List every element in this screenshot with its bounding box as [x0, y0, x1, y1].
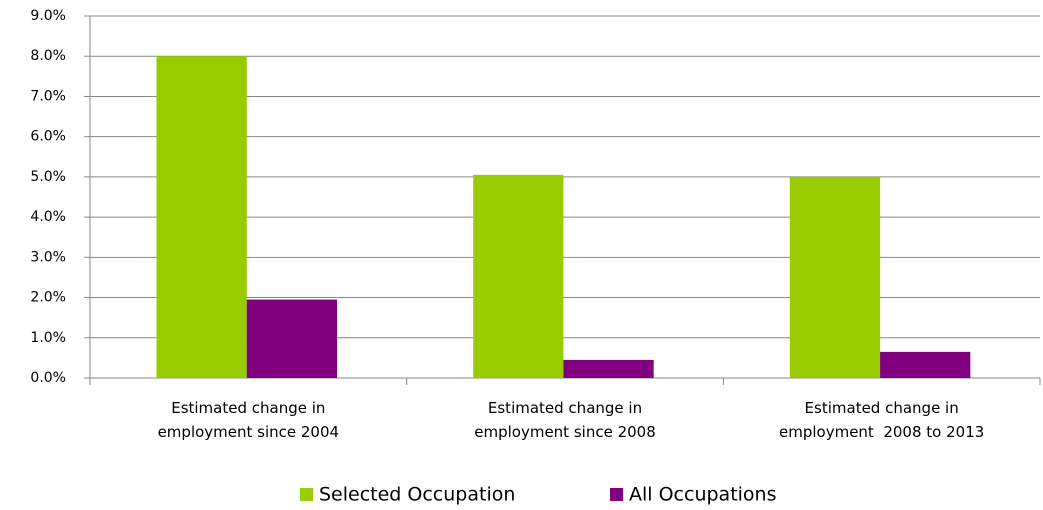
bar [246, 299, 337, 378]
y-tick-label: 6.0% [30, 129, 66, 145]
bar [563, 359, 654, 378]
legend-label: All Occupations [629, 484, 776, 506]
y-tick-label: 0.0% [30, 370, 66, 386]
x-tick-label: Estimated change in employment 2008 to 2… [779, 399, 985, 441]
bar [473, 174, 564, 378]
y-tick-label: 7.0% [30, 88, 66, 104]
y-tick-label: 8.0% [30, 48, 66, 64]
y-tick-label: 2.0% [30, 290, 66, 306]
y-tick-label: 9.0% [30, 8, 66, 24]
y-tick-label: 3.0% [30, 249, 66, 265]
y-tick-label: 5.0% [30, 169, 66, 185]
legend-label: Selected Occupation [319, 484, 515, 506]
x-tick-label: Estimated change in employment since 200… [474, 399, 656, 441]
y-tick-label: 4.0% [30, 209, 66, 225]
legend-swatch [300, 488, 313, 501]
bar [880, 351, 971, 378]
legend-swatch [610, 488, 623, 501]
x-tick-label: Estimated change in employment since 200… [157, 399, 340, 441]
bar [156, 56, 247, 378]
bar [789, 176, 881, 378]
y-tick-label: 1.0% [30, 330, 66, 346]
